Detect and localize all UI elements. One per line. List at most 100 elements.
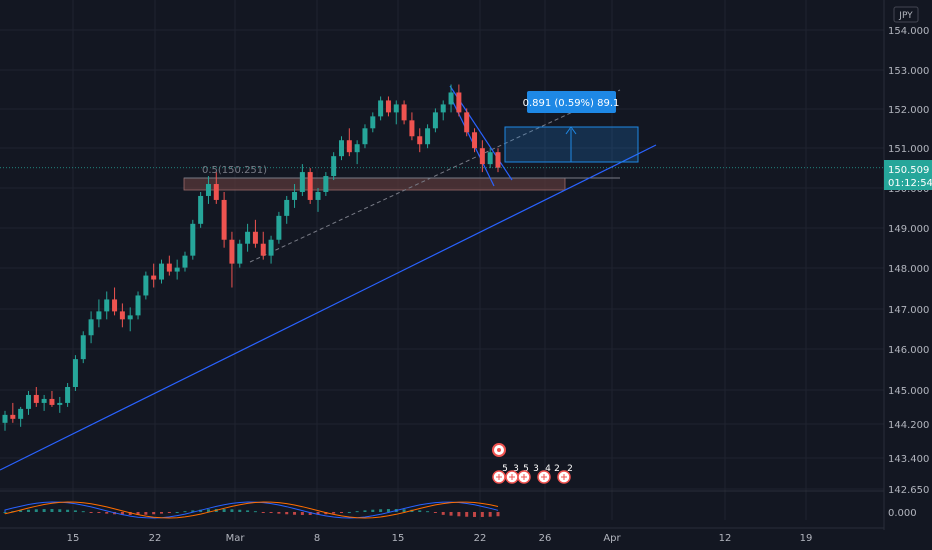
candle[interactable] bbox=[315, 188, 321, 212]
candle[interactable] bbox=[237, 239, 243, 268]
flag-marker-icon[interactable] bbox=[557, 470, 571, 484]
candle[interactable] bbox=[112, 287, 118, 316]
x-tick-label: Apr bbox=[603, 533, 621, 544]
flag-marker-icon[interactable] bbox=[517, 470, 531, 484]
candles[interactable] bbox=[2, 84, 501, 431]
resistance-zone[interactable] bbox=[183, 177, 566, 191]
oscillator-pane[interactable] bbox=[3, 501, 500, 519]
candle[interactable] bbox=[472, 128, 478, 153]
x-tick-label: 26 bbox=[539, 533, 552, 544]
candle[interactable] bbox=[432, 108, 438, 133]
candle[interactable] bbox=[119, 303, 125, 328]
candle[interactable] bbox=[260, 231, 266, 260]
candle[interactable] bbox=[80, 331, 86, 364]
event-count: 3 bbox=[513, 464, 519, 474]
candle[interactable] bbox=[2, 410, 8, 431]
candle[interactable] bbox=[456, 84, 462, 117]
candle[interactable] bbox=[151, 263, 157, 288]
candle[interactable] bbox=[190, 219, 196, 260]
measure-label-box bbox=[527, 91, 616, 113]
candle[interactable] bbox=[174, 259, 180, 280]
candle[interactable] bbox=[268, 235, 274, 264]
x-tick-label: 19 bbox=[800, 533, 813, 544]
candle[interactable] bbox=[33, 387, 39, 407]
x-tick-label: 8 bbox=[314, 533, 320, 544]
candle[interactable] bbox=[135, 291, 141, 320]
candle[interactable] bbox=[182, 251, 188, 272]
ascending-trendline[interactable] bbox=[0, 144, 657, 471]
event-count: 4 bbox=[545, 464, 551, 474]
macd-line bbox=[4, 501, 499, 519]
candle[interactable] bbox=[417, 128, 423, 153]
candle[interactable] bbox=[166, 255, 172, 276]
event-count: 5 bbox=[502, 464, 508, 474]
candle[interactable] bbox=[284, 195, 290, 224]
candle[interactable] bbox=[307, 168, 313, 204]
candle[interactable] bbox=[88, 311, 94, 344]
candle[interactable] bbox=[159, 259, 165, 284]
candle[interactable] bbox=[49, 390, 55, 407]
time-axis[interactable]: 15 22 Mar 8 15 22 26 Apr 12 19 bbox=[0, 527, 884, 544]
candle[interactable] bbox=[354, 140, 360, 165]
candle[interactable] bbox=[245, 223, 251, 252]
candle[interactable] bbox=[198, 191, 204, 228]
candle[interactable] bbox=[346, 128, 352, 157]
event-marker-top[interactable] bbox=[492, 443, 506, 457]
candle[interactable] bbox=[370, 112, 376, 133]
currency-badge[interactable] bbox=[893, 6, 919, 23]
candle[interactable] bbox=[393, 100, 399, 125]
candle[interactable] bbox=[57, 396, 63, 413]
flag-marker-icon[interactable] bbox=[505, 470, 519, 484]
candle[interactable] bbox=[18, 406, 24, 427]
candle[interactable] bbox=[252, 219, 258, 248]
candle[interactable] bbox=[487, 148, 493, 169]
candle[interactable] bbox=[409, 112, 415, 141]
candle[interactable] bbox=[338, 136, 344, 161]
candle[interactable] bbox=[323, 172, 329, 196]
candle[interactable] bbox=[41, 394, 47, 411]
candle[interactable] bbox=[221, 191, 227, 248]
x-tick-label: 15 bbox=[392, 533, 405, 544]
event-count: 5 bbox=[523, 464, 529, 474]
currency-label: JPY bbox=[898, 11, 913, 21]
candle[interactable] bbox=[464, 108, 470, 137]
fib-label: 0.5(150.251) bbox=[202, 165, 267, 176]
candle[interactable] bbox=[362, 124, 368, 149]
candle[interactable] bbox=[25, 390, 31, 415]
price-axis[interactable]: 154.000153.000152.000151.000150.000149.0… bbox=[883, 0, 932, 550]
candle[interactable] bbox=[425, 124, 431, 149]
measure-label: 0.891 (0.59%) 89.1 bbox=[523, 98, 620, 109]
y-tick-label: 144.200 bbox=[888, 420, 929, 431]
flag-marker-icon[interactable] bbox=[492, 470, 506, 484]
candle[interactable] bbox=[205, 176, 211, 204]
candle[interactable] bbox=[65, 383, 71, 407]
x-tick-label: 12 bbox=[719, 533, 732, 544]
candle[interactable] bbox=[331, 152, 337, 181]
candle[interactable] bbox=[299, 164, 305, 196]
candle[interactable] bbox=[440, 100, 446, 121]
candle[interactable] bbox=[292, 184, 298, 208]
candle[interactable] bbox=[495, 148, 501, 173]
candle[interactable] bbox=[96, 299, 102, 328]
y-tick-label: 153.000 bbox=[888, 66, 929, 77]
candle[interactable] bbox=[229, 231, 235, 288]
flag-marker-icon[interactable] bbox=[537, 470, 551, 484]
candle[interactable] bbox=[401, 100, 407, 125]
candle[interactable] bbox=[378, 96, 384, 121]
candle[interactable] bbox=[127, 307, 133, 332]
candle[interactable] bbox=[479, 140, 485, 173]
candle[interactable] bbox=[213, 172, 219, 204]
y-tick-label: 149.000 bbox=[888, 224, 929, 235]
candle[interactable] bbox=[10, 402, 16, 423]
candle[interactable] bbox=[385, 96, 391, 117]
candle[interactable] bbox=[448, 84, 454, 113]
last-price-badge bbox=[884, 160, 932, 190]
signal-line bbox=[4, 501, 499, 519]
candle[interactable] bbox=[276, 211, 282, 244]
candle[interactable] bbox=[104, 291, 110, 320]
projection-line[interactable] bbox=[249, 89, 621, 263]
candle[interactable] bbox=[72, 355, 78, 391]
candle[interactable] bbox=[143, 271, 149, 300]
